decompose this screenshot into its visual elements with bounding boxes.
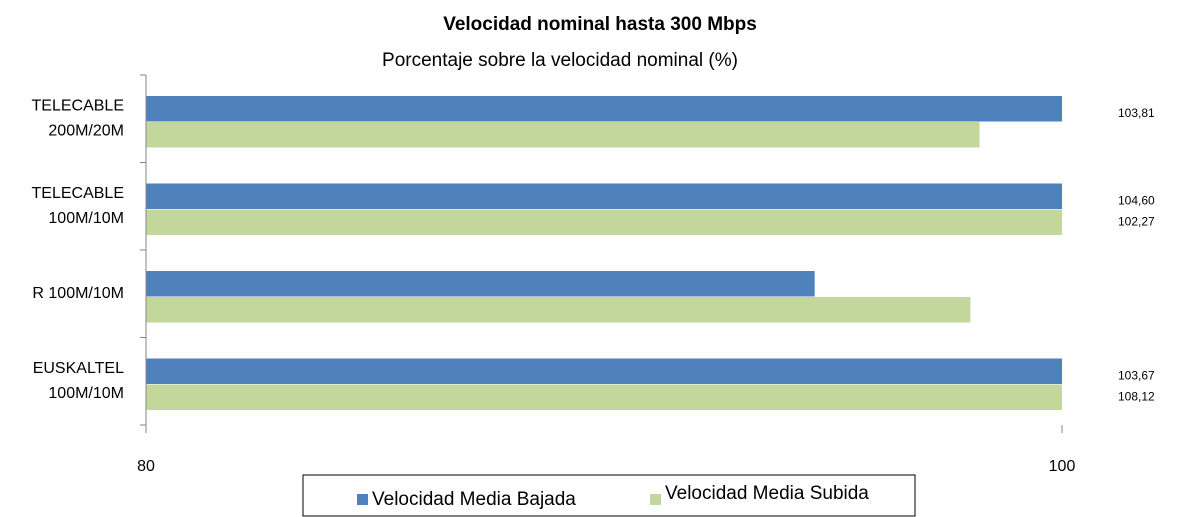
bar [146,183,1062,209]
y-tick-label: EUSKALTEL 100M/10M [33,360,124,402]
data-label: 103,81 [1118,106,1155,120]
data-label: 104,60 [1118,193,1155,207]
data-label: 108,12 [1118,389,1155,403]
y-tick-label: TELECABLE 100M/10M [32,185,124,227]
y-tick-label: R 100M/10M [32,285,124,302]
bar [146,358,1062,384]
bar [146,209,1062,235]
x-tick-label: 100 [1049,458,1076,475]
chart-title: Velocidad nominal hasta 300 Mbps [443,14,757,35]
bar [146,122,980,148]
legend-swatch [650,494,661,505]
data-label: 102,27 [1118,214,1155,228]
legend-box [302,474,916,517]
data-label: 103,67 [1118,368,1155,382]
bar [146,96,1062,122]
legend-swatch [357,494,368,505]
y-tick-label: TELECABLE 200M/20M [32,97,124,139]
chart-subtitle: Porcentaje sobre la velocidad nominal (%… [382,50,738,71]
bar [146,271,815,297]
bar [146,297,971,323]
plot-area [146,96,1062,410]
bar [146,384,1062,410]
legend-label: Velocidad Media Bajada [372,489,576,510]
x-tick-label: 80 [137,458,155,475]
legend-label: Velocidad Media Subida [665,483,869,504]
